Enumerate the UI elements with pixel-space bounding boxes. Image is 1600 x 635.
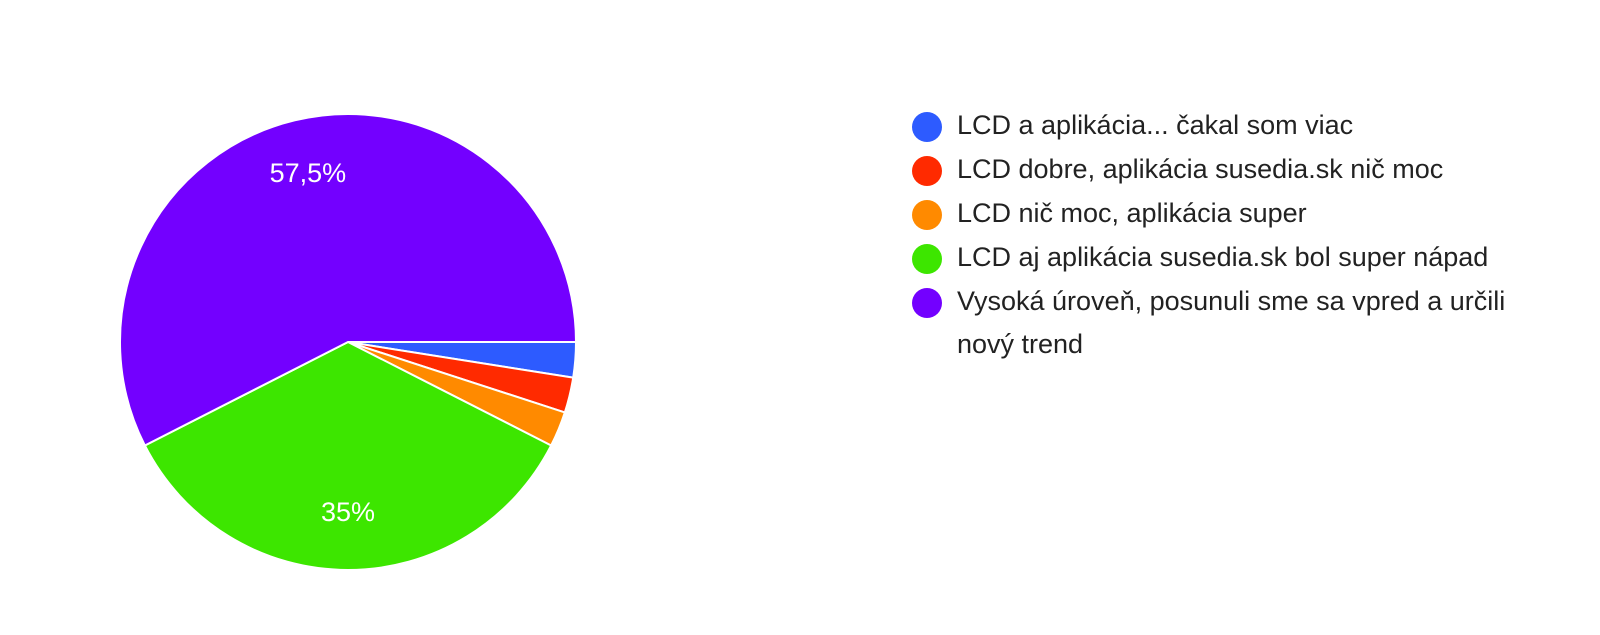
legend-label: LCD dobre, aplikácia susedia.sk nič moc: [957, 154, 1444, 184]
slice-label: 57,5%: [270, 158, 347, 188]
legend-item: Vysoká úroveň, posunuli sme sa vpred a u…: [912, 284, 1532, 366]
legend-marker: [912, 200, 942, 230]
legend-marker: [912, 244, 942, 274]
legend-item: LCD nič moc, aplikácia super: [912, 196, 1532, 235]
legend-item: LCD aj aplikácia susedia.sk bol super ná…: [912, 240, 1532, 279]
legend-label: LCD aj aplikácia susedia.sk bol super ná…: [957, 242, 1489, 272]
legend-label: Vysoká úroveň, posunuli sme sa vpred a u…: [957, 286, 1506, 359]
legend-marker: [912, 112, 942, 142]
chart: 35% 57,5%: [119, 113, 578, 571]
legend-item: LCD dobre, aplikácia susedia.sk nič moc: [912, 152, 1532, 191]
legend: LCD a aplikácia... čakal som viac LCD dob…: [912, 108, 1532, 371]
pie-slice: [119, 113, 578, 447]
pie-slice: [143, 340, 553, 571]
legend-marker: [912, 156, 942, 186]
legend-label: LCD a aplikácia... čakal som viac: [957, 110, 1354, 140]
legend-label: LCD nič moc, aplikácia super: [957, 198, 1307, 228]
legend-marker: [912, 288, 942, 318]
slice-label: 35%: [321, 497, 375, 527]
legend-item: LCD a aplikácia... čakal som viac: [912, 108, 1532, 147]
